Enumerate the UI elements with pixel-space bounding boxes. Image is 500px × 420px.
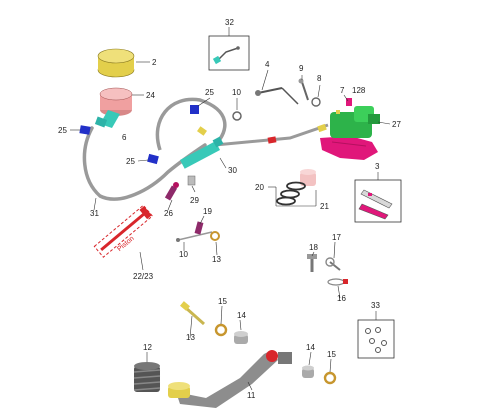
callout-21: 21 [320,202,329,211]
callout-26: 26 [164,209,173,218]
bolt-icon [176,231,213,242]
callout-33: 33 [371,301,380,310]
nozzle-icon [212,46,240,65]
pin-icon [194,221,204,235]
callout-13-mid: 13 [212,255,221,264]
callout-18: 18 [309,243,318,252]
callout-19: 19 [203,207,212,216]
callout-14-low: 14 [306,343,315,352]
callout-17: 17 [332,233,341,242]
callout-11: 11 [247,391,256,400]
bushing-icon [302,365,314,378]
callout-15-low: 15 [327,350,336,359]
washer-icon [214,323,228,337]
bolt-icon [325,257,341,271]
pushrod-icon [255,87,299,105]
bolt-icon [298,78,309,101]
bushing-icon [234,331,248,344]
callout-10-top: 10 [232,88,241,97]
callout-22-23: 22/23 [133,272,154,281]
washer-icon [210,231,220,241]
callout-32: 32 [225,18,234,27]
callout-labels: 32 2 4 9 8 7 128 24 25 10 27 25 6 25 30 … [58,18,401,400]
inset-box-33 [357,311,395,359]
clamp-icon [79,125,91,135]
caliper-bracket-icon [320,98,380,160]
callout-20: 20 [255,183,264,192]
callout-27: 27 [392,120,401,129]
piston-stamp-icon: Piston [93,204,154,258]
callout-12: 12 [143,343,152,352]
inset-box-3 [354,172,402,223]
callout-13-low: 13 [186,333,195,342]
callout-10-mid: 10 [179,250,188,259]
bolt-icon [307,254,317,272]
callout-24: 24 [146,91,155,100]
clamp-icon [190,105,199,114]
reservoir-cap-icon [97,48,135,78]
bolt-icon [180,301,205,326]
callout-128: 128 [352,86,366,95]
callout-16: 16 [337,294,346,303]
callout-15-mid: 15 [218,297,227,306]
spring-icon [133,362,161,392]
reservoir-icon [94,87,133,128]
brake-pad-icon [358,189,393,220]
clip-icon [327,278,348,286]
callout-14-mid: 14 [237,311,246,320]
callout-31: 31 [90,209,99,218]
callout-9: 9 [299,64,304,73]
callout-25-mid: 25 [126,157,135,166]
leader-lines [70,61,391,391]
callout-3: 3 [375,162,380,171]
callout-29: 29 [190,196,199,205]
piston-kit-icon [276,169,316,206]
oring-icon [311,97,321,107]
callout-25-left: 25 [58,126,67,135]
washer-icon [232,111,242,121]
bolt-icon [164,182,179,201]
sleeve-icon [187,175,196,186]
callout-4: 4 [265,60,270,69]
callout-6: 6 [122,133,127,142]
callout-7: 7 [340,86,345,95]
washer-icon [323,371,337,385]
clamp-icon [147,153,159,165]
callout-30: 30 [228,166,237,175]
callout-25-top: 25 [205,88,214,97]
inset-box-32 [208,27,250,71]
callout-2: 2 [152,58,157,67]
oring-kit-icon [365,327,387,353]
master-cylinder-icon [179,136,224,169]
callout-8: 8 [317,74,322,83]
pedal-icon [168,350,292,408]
